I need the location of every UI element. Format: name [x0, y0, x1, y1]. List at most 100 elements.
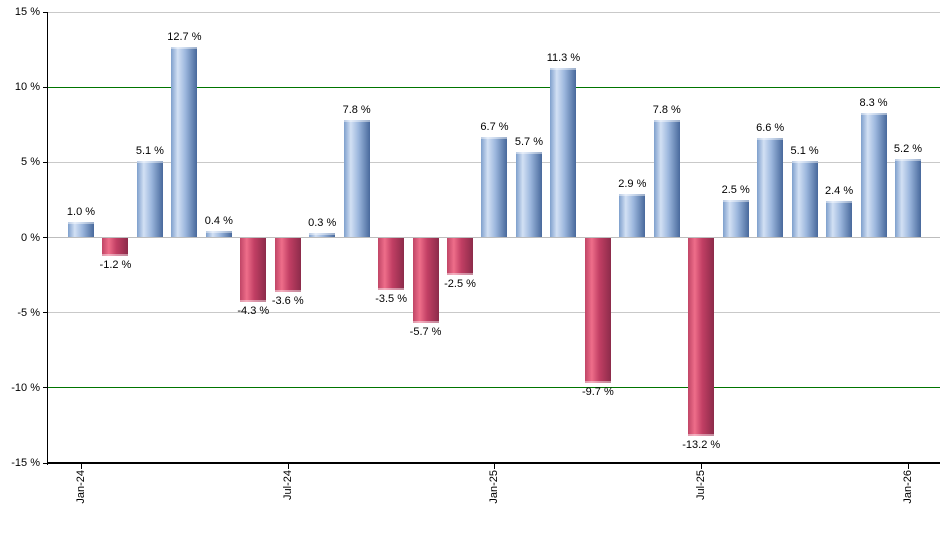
bar-end-cap — [447, 273, 474, 276]
bar-end-cap — [619, 193, 646, 196]
bar-end-cap — [274, 289, 301, 292]
bar-value-label: 2.9 % — [618, 177, 647, 190]
bar-end-cap — [515, 151, 542, 154]
y-axis-label: 5 % — [21, 156, 40, 169]
x-axis-tick — [907, 464, 909, 469]
bar-end-cap — [68, 222, 94, 225]
bar-21[interactable] — [791, 160, 818, 238]
bar-value-label: 12.7 % — [167, 30, 202, 43]
bar-end-cap — [309, 232, 336, 235]
bar-end-cap — [584, 381, 611, 384]
bar-0[interactable] — [68, 222, 94, 238]
bar-value-label: -5.7 % — [409, 326, 442, 339]
y-axis-label: 15 % — [14, 6, 40, 18]
y-axis-tick — [43, 312, 47, 314]
x-axis-label: Jan-26 — [901, 470, 914, 504]
bar-value-label: 11.3 % — [546, 51, 581, 64]
bar-end-cap — [240, 300, 267, 303]
bar-value-label: 7.8 % — [652, 104, 681, 117]
bar-value-label: -4.3 % — [237, 305, 270, 318]
bar-end-cap — [136, 160, 163, 163]
bar-8[interactable] — [343, 120, 370, 238]
y-axis-tick — [43, 86, 47, 88]
bar-value-label: 5.7 % — [514, 135, 544, 148]
y-axis-tick — [43, 462, 47, 464]
y-axis-label: -15 % — [11, 457, 40, 469]
bar-1[interactable] — [102, 237, 129, 256]
bar-end-cap — [688, 433, 715, 436]
gridline-15 — [48, 11, 940, 13]
x-axis-tick — [287, 464, 289, 469]
bar-19[interactable] — [722, 199, 749, 238]
bar-24[interactable] — [894, 159, 921, 238]
bar-4[interactable] — [205, 231, 232, 238]
bar-value-label: 6.6 % — [756, 122, 785, 135]
gridline--5 — [48, 312, 940, 314]
bar-end-cap — [205, 231, 232, 234]
bar-value-label: 1.0 % — [66, 206, 96, 219]
y-axis-tick — [43, 237, 47, 238]
bar-value-label: -3.5 % — [375, 293, 407, 306]
bar-13[interactable] — [515, 151, 542, 238]
x-axis-tick — [701, 464, 703, 469]
bar-value-label: 0.3 % — [308, 216, 337, 229]
bar-7[interactable] — [309, 232, 336, 238]
bar-value-label: 6.7 % — [480, 120, 509, 133]
bar-5[interactable] — [240, 237, 267, 303]
bar-12[interactable] — [481, 136, 508, 238]
bar-6[interactable] — [274, 237, 301, 292]
gridline-10 — [48, 86, 940, 88]
bar-2[interactable] — [136, 160, 163, 238]
bar-value-label: 5.1 % — [135, 144, 164, 157]
bar-value-label: -9.7 % — [581, 386, 614, 399]
bar-end-cap — [826, 201, 853, 204]
bar-9[interactable] — [378, 237, 405, 291]
bar-value-label: -2.5 % — [444, 278, 476, 291]
bar-value-label: -13.2 % — [682, 438, 721, 451]
y-axis-tick — [43, 161, 47, 163]
x-axis-label: Jul-25 — [695, 470, 708, 500]
gridline-0 — [48, 237, 940, 238]
bar-end-cap — [343, 120, 370, 123]
bar-17[interactable] — [653, 120, 680, 238]
bar-end-cap — [757, 138, 784, 141]
bar-end-cap — [378, 288, 405, 291]
bar-end-cap — [102, 253, 129, 256]
y-axis-tick — [43, 387, 47, 389]
bar-value-label: 5.2 % — [893, 143, 923, 156]
bar-11[interactable] — [447, 237, 474, 276]
bar-value-label: -1.2 % — [99, 258, 132, 271]
bar-value-label: 5.1 % — [790, 144, 819, 157]
bar-value-label: 0.4 % — [204, 215, 233, 228]
bar-end-cap — [171, 46, 198, 49]
x-axis-label: Jan-24 — [75, 470, 87, 504]
bar-end-cap — [894, 159, 921, 162]
bar-end-cap — [791, 160, 818, 163]
y-axis-label: -10 % — [11, 381, 40, 394]
bar-16[interactable] — [619, 193, 646, 238]
bar-23[interactable] — [860, 112, 887, 238]
x-axis-label: Jul-24 — [281, 470, 294, 500]
bar-10[interactable] — [412, 237, 439, 324]
bar-end-cap — [550, 67, 577, 70]
y-axis-tick — [43, 11, 47, 13]
bar-value-label: 2.4 % — [824, 185, 854, 198]
bar-value-label: -3.6 % — [271, 294, 304, 307]
bar-end-cap — [481, 136, 508, 139]
y-axis-label: 10 % — [14, 81, 40, 94]
bar-15[interactable] — [584, 237, 611, 384]
bar-end-cap — [722, 199, 749, 202]
bar-20[interactable] — [757, 138, 784, 238]
x-axis-tick — [494, 464, 496, 469]
bar-18[interactable] — [688, 237, 715, 436]
bar-end-cap — [653, 120, 680, 123]
bar-3[interactable] — [171, 46, 198, 238]
bar-14[interactable] — [550, 67, 577, 238]
bar-22[interactable] — [826, 201, 853, 238]
y-axis-line — [47, 12, 48, 465]
x-axis-line — [47, 462, 940, 464]
x-axis-tick — [81, 464, 82, 469]
bar-value-label: 8.3 % — [859, 96, 888, 109]
